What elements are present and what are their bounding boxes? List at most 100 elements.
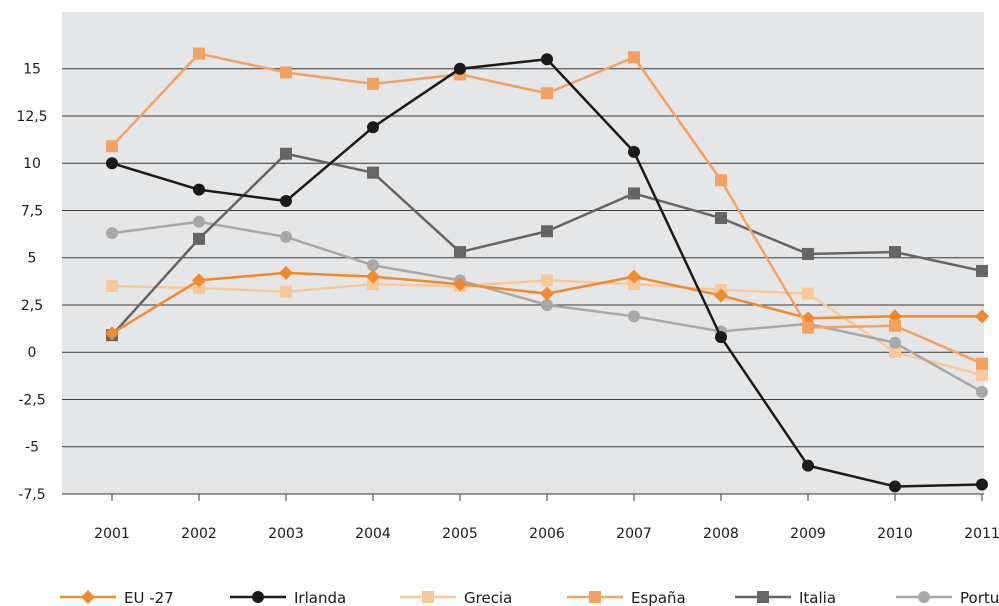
data-point: [715, 212, 727, 225]
data-point: [889, 319, 901, 332]
legend-item: Italia: [735, 589, 836, 606]
data-point: [540, 286, 554, 301]
data-point: [279, 265, 293, 280]
x-axis: 2001 2002 2003 2004 2005 2006 2007 2008 2009 2010…: [62, 493, 999, 542]
x-tick-label: 2001: [94, 526, 130, 542]
data-point: [802, 247, 814, 260]
y-tick-label: 15: [23, 62, 41, 78]
data-point: [367, 259, 379, 272]
data-point: [280, 195, 292, 208]
y-tick-label: -7,5: [18, 487, 45, 503]
data-point: [192, 273, 206, 288]
x-tick-label: 2003: [268, 526, 304, 542]
data-point: [106, 140, 118, 153]
data-point: [976, 385, 988, 398]
x-tick-label: 2011: [964, 526, 999, 542]
data-point: [367, 278, 379, 291]
data-point: [802, 459, 814, 472]
legend-item: EU -27: [60, 589, 174, 606]
legend-marker: [252, 591, 264, 603]
data-point: [628, 187, 640, 200]
x-tick-label: 2006: [529, 526, 565, 542]
legend-marker: [81, 590, 95, 604]
data-point: [976, 368, 988, 381]
data-point: [628, 310, 640, 323]
legend-marker: [422, 591, 434, 603]
x-tick-label: 2005: [442, 526, 478, 542]
data-point: [367, 77, 379, 90]
data-point: [106, 227, 118, 240]
data-point: [541, 53, 553, 66]
legend-marker: [589, 591, 601, 603]
legend-label: Italia: [799, 589, 836, 606]
data-point: [976, 264, 988, 277]
legend-marker: [757, 591, 769, 603]
series-irlanda: [106, 53, 988, 493]
data-point: [366, 269, 380, 284]
data-point: [975, 309, 989, 324]
y-tick-label: -5: [25, 440, 39, 456]
y-tick-label: 5: [28, 251, 37, 267]
data-point: [367, 121, 379, 134]
x-tick-label: 2002: [181, 526, 217, 542]
data-point: [541, 298, 553, 311]
grid-lines: [62, 68, 984, 448]
data-point: [889, 246, 901, 259]
y-tick-label: 7,5: [21, 203, 43, 219]
data-point: [628, 145, 640, 158]
legend-item: Grecia: [400, 589, 512, 606]
data-point: [627, 269, 641, 284]
data-point: [105, 326, 119, 341]
data-point: [280, 147, 292, 160]
legend-label: Portugal: [960, 589, 999, 606]
data-point: [280, 230, 292, 243]
data-point: [541, 87, 553, 100]
series-group: [105, 47, 989, 493]
data-point: [453, 277, 467, 292]
legend-marker: [918, 591, 930, 603]
data-point: [889, 336, 901, 349]
data-point: [976, 478, 988, 491]
data-point: [280, 66, 292, 79]
y-axis: -7,5 -5 -2,5 0 2,5 5 7,5 10 12,5 15: [16, 62, 47, 503]
data-point: [106, 280, 118, 293]
data-point: [193, 215, 205, 228]
data-point: [802, 287, 814, 300]
data-point: [889, 346, 901, 359]
data-point: [106, 157, 118, 170]
data-point: [802, 321, 814, 334]
legend-item: España: [567, 589, 686, 606]
x-tick-label: 2007: [616, 526, 652, 542]
x-tick-label: 2010: [877, 526, 913, 542]
data-point: [454, 246, 466, 259]
data-point: [715, 174, 727, 187]
legend-item: Portugal: [896, 589, 999, 606]
data-point: [193, 47, 205, 60]
data-point: [628, 278, 640, 291]
y-tick-label: 12,5: [16, 109, 47, 125]
data-point: [280, 285, 292, 298]
legend-label: EU -27: [124, 589, 174, 606]
x-tick-label: 2009: [790, 526, 826, 542]
legend-label: España: [631, 589, 686, 606]
data-point: [976, 357, 988, 370]
y-tick-label: 2,5: [21, 298, 43, 314]
x-tick-label: 2004: [355, 526, 391, 542]
y-tick-label: 0: [28, 345, 37, 361]
series-eu-27: [105, 265, 989, 341]
legend-label: Irlanda: [294, 589, 346, 606]
legend-item: Irlanda: [230, 589, 346, 606]
data-point: [889, 480, 901, 493]
y-tick-label: -2,5: [18, 392, 45, 408]
x-tick-label: 2008: [703, 526, 739, 542]
data-point: [714, 288, 728, 303]
data-point: [193, 281, 205, 294]
data-point: [193, 232, 205, 245]
data-point: [541, 225, 553, 238]
data-point: [367, 166, 379, 179]
data-point: [541, 274, 553, 287]
data-point: [454, 62, 466, 75]
data-point: [715, 331, 727, 344]
legend-label: Grecia: [464, 589, 512, 606]
